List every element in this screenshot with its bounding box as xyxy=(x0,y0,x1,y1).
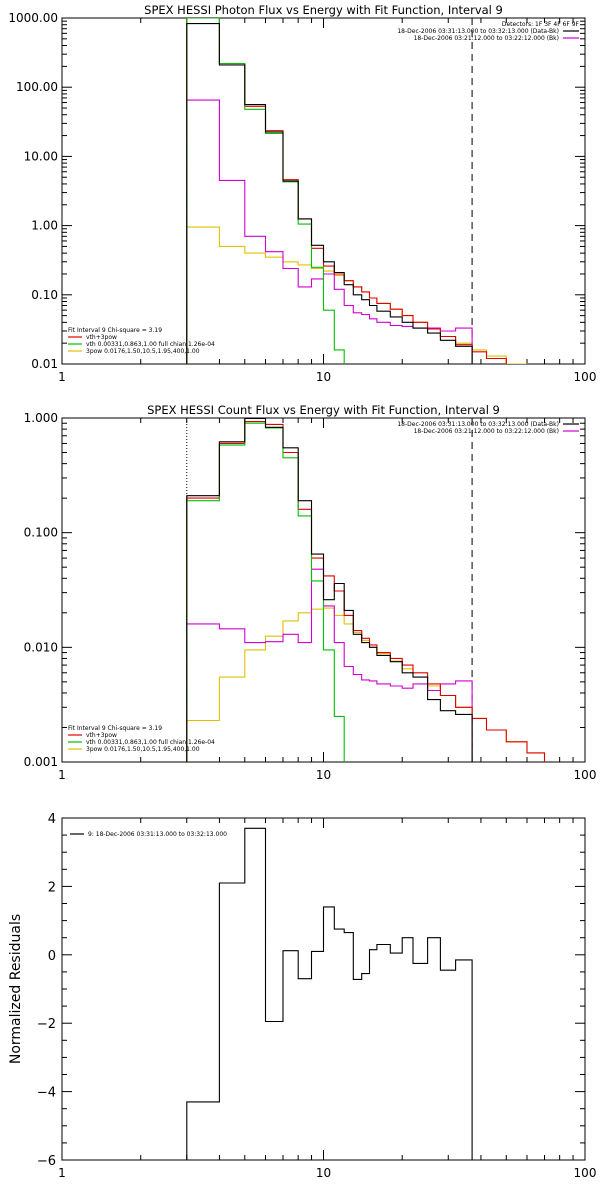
x-tick-label: 10 xyxy=(316,370,331,384)
y-tick-label: −6 xyxy=(37,1154,56,1169)
chart-panel-1: SPEX HESSI Photon Flux vs Energy with Fi… xyxy=(8,3,597,384)
y-tick-label: 0 xyxy=(48,949,56,964)
legend-entry: vth+3pow xyxy=(86,732,117,739)
y-tick-label: 1.000 xyxy=(24,411,58,425)
x-tick-label: 100 xyxy=(574,370,597,384)
series-line-data-bk xyxy=(186,23,473,364)
legend-entry: Detectors: 1F 3F 4F 6F 9F xyxy=(502,21,580,28)
y-tick-label: 0.01 xyxy=(31,357,58,371)
chart-title: SPEX HESSI Photon Flux vs Energy with Fi… xyxy=(144,3,503,17)
legend-entry: 3pow 0.0176,1.50,10.5,1.95,400,1.00 xyxy=(86,746,200,753)
series-line-bk xyxy=(186,568,473,762)
y-tick-label: −4 xyxy=(37,1086,56,1101)
y-tick-label: 1.00 xyxy=(31,219,58,233)
series-line-9-18-dec-2006-03-31-13-000-to-03-32-13-000 xyxy=(186,827,473,1160)
x-tick-label: 1 xyxy=(58,370,66,384)
legend-entry: vth+3pow xyxy=(86,334,117,341)
y-tick-label: 4 xyxy=(48,812,56,827)
y-tick-label: −2 xyxy=(37,1017,56,1032)
y-tick-label: 0.001 xyxy=(24,755,58,769)
x-tick-label: 100 xyxy=(574,1166,597,1180)
axes-frame xyxy=(61,817,586,1161)
series-line-vth-3pow xyxy=(186,421,546,762)
chart-title: SPEX HESSI Count Flux vs Energy with Fit… xyxy=(147,403,500,417)
legend-entry: vth 0.00331,0.863,1.00 full chian 1.26e-… xyxy=(86,341,215,348)
legend-entry: 18-Dec-2006 03:31:13.000 to 03:32:13.000… xyxy=(397,421,559,428)
legend-entry: 3pow 0.0176,1.50,10.5,1.95,400,1.00 xyxy=(86,348,200,355)
series-line-data-bk xyxy=(186,418,473,762)
y-tick-label: 100.00 xyxy=(16,80,58,94)
chart-panel-3: 1 10 100 4 2 0 −2 −4 −6 Normalized Residuals 9: 18… xyxy=(8,812,596,1180)
x-tick-label: 10 xyxy=(316,1166,331,1180)
series-line-vth-3pow xyxy=(186,18,507,364)
legend-entry: Fit Interval 9 Chi-square = 3.19 xyxy=(68,725,162,732)
series-line-3pow xyxy=(186,607,546,762)
x-tick-label: 10 xyxy=(316,768,331,782)
legend-entry: 18-Dec-2006 03:21:12.000 to 03:22:12.000… xyxy=(414,35,559,42)
y-tick-label: 0.10 xyxy=(31,288,58,302)
y-tick-label: 0.010 xyxy=(24,640,58,654)
chart-panel-2: SPEX HESSI Count Flux vs Energy with Fit… xyxy=(24,403,597,782)
legend-entry: 18-Dec-2006 03:21:12.000 to 03:22:12.000… xyxy=(414,428,559,435)
legend-entry: Fit Interval 9 Chi-square = 3.19 xyxy=(68,327,162,334)
y-tick-label: 1000.00 xyxy=(8,11,58,25)
series-line-vth xyxy=(186,18,345,364)
x-tick-label: 100 xyxy=(574,768,597,782)
x-tick-label: 1 xyxy=(58,768,66,782)
axes-frame xyxy=(61,17,586,365)
legend-entry: vth 0.00331,0.863,1.00 full chian 1.26e-… xyxy=(86,739,215,746)
y-tick-label: 10.00 xyxy=(24,149,58,163)
y-tick-label: 2 xyxy=(48,880,56,895)
legend-entry: 9: 18-Dec-2006 03:31:13.000 to 03:32:13.… xyxy=(88,831,227,838)
series-line-vth xyxy=(186,422,345,762)
x-tick-label: 1 xyxy=(58,1166,66,1180)
y-tick-label: 0.100 xyxy=(24,526,58,540)
y-axis-label: Normalized Residuals xyxy=(8,914,24,1064)
legend-entry: 18-Dec-2006 03:31:13.000 to 03:32:13.000… xyxy=(397,28,559,35)
